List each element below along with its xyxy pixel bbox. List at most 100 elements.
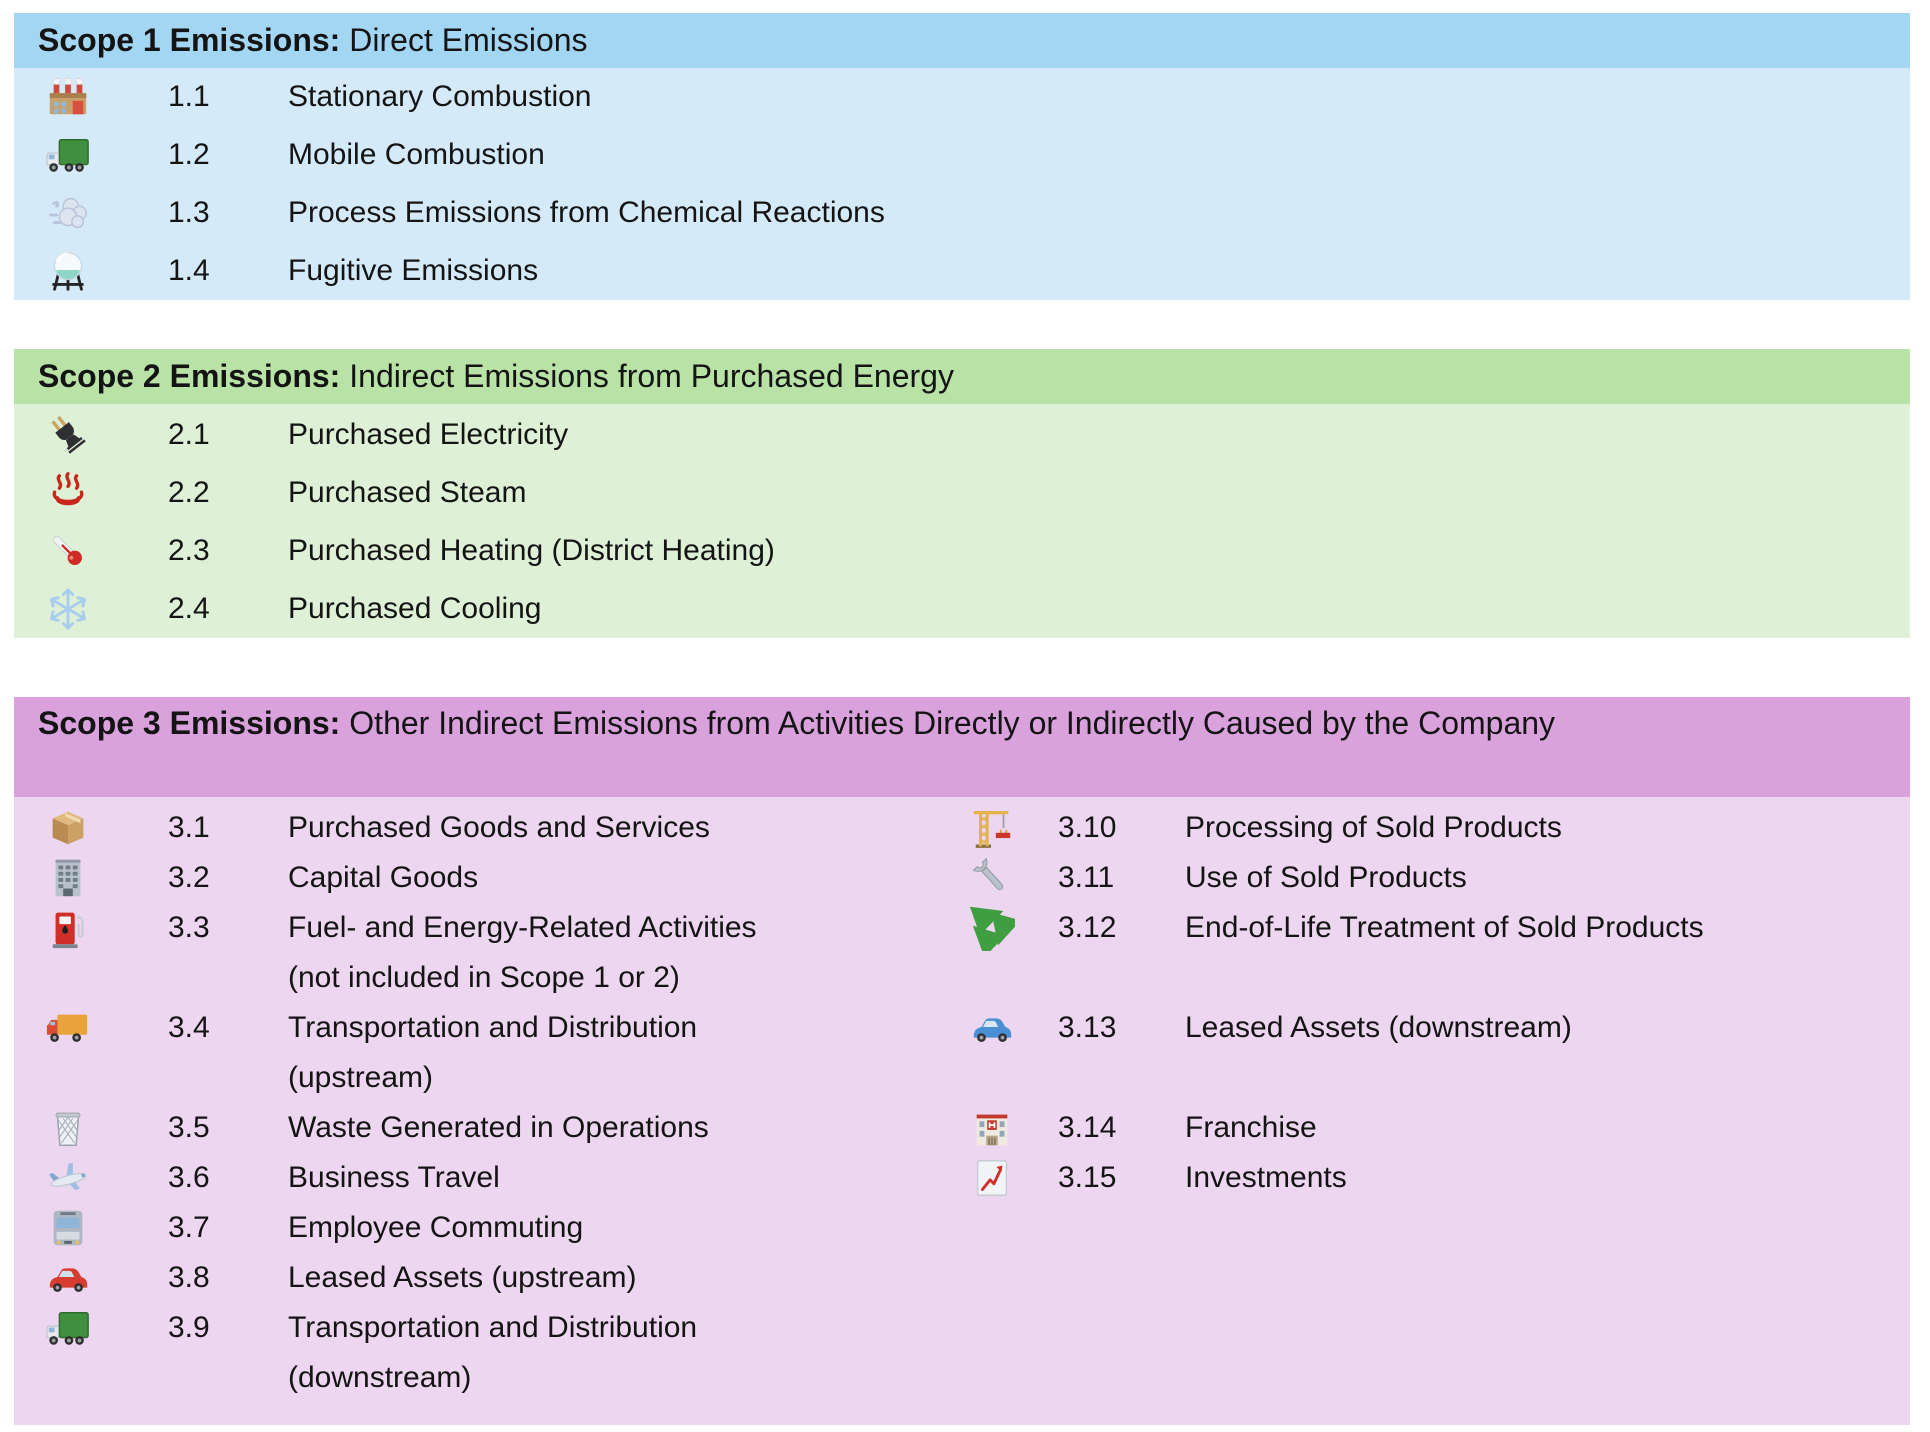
item-number: 3.7	[168, 1211, 210, 1244]
item-number: 1.4	[168, 254, 210, 287]
scope3-title: Scope 3 Emissions:	[38, 705, 341, 741]
item-row: 2.1 Purchased Electricity	[14, 406, 1910, 464]
scope1-panel: Scope 1 Emissions: Direct Emissions 1.1 St…	[14, 13, 1910, 300]
item-label: Purchased Electricity	[288, 418, 569, 451]
item-number: 3.9	[168, 1311, 210, 1344]
item-number: 3.11	[1058, 861, 1115, 894]
item-row: 1.2 Mobile Combustion	[14, 126, 1910, 184]
factory-icon	[14, 68, 122, 126]
hot-springs-icon	[14, 464, 122, 522]
lorry-icon	[14, 1303, 122, 1353]
item-label: Mobile Combustion	[288, 138, 545, 171]
item-row: 3.4 Transportation and Distribution (upstr…	[14, 1003, 1910, 1103]
item-label: Purchased Cooling	[288, 592, 542, 625]
scope1-item-list: 1.1 Stationary Combustion 1.2 Mobile Combus…	[14, 68, 1910, 300]
wrench-icon	[942, 853, 1042, 903]
spacer-cell	[942, 1253, 1042, 1303]
item-number: 2.2	[168, 476, 210, 509]
thermometer-icon	[14, 522, 122, 580]
electric-plug-icon	[14, 406, 122, 464]
item-row: 3.8 Leased Assets (upstream)	[14, 1253, 1910, 1303]
item-row: 3.5 Waste Generated in Operations 3.14 Fran…	[14, 1103, 1910, 1153]
scope3-panel: Scope 3 Emissions: Other Indirect Emissio…	[14, 697, 1910, 1425]
office-building-icon	[14, 853, 122, 903]
scope2-subtitle: Indirect Emissions from Purchased Energy	[349, 358, 954, 394]
item-number: 3.6	[168, 1161, 210, 1194]
item-label: Fuel- and Energy-Related Activities (not …	[288, 911, 757, 994]
airplane-icon	[14, 1153, 122, 1203]
item-number: 3.15	[1058, 1161, 1117, 1194]
gas-tank-icon	[14, 242, 122, 300]
item-label: Transportation and Distribution (upstream…	[288, 1011, 698, 1094]
item-row: 2.3 Purchased Heating (District Heating)	[14, 522, 1910, 580]
scope2-title: Scope 2 Emissions:	[38, 358, 341, 394]
item-label: Leased Assets (downstream)	[1185, 1011, 1572, 1044]
scope3-header: Scope 3 Emissions: Other Indirect Emissio…	[14, 697, 1910, 797]
scope3-item-list: 3.1 Purchased Goods and Services 3.10 Proce…	[14, 797, 1910, 1425]
item-label: Process Emissions from Chemical Reaction…	[288, 196, 885, 229]
item-label: Fugitive Emissions	[288, 254, 539, 287]
item-number: 3.10	[1058, 811, 1117, 844]
item-row: 1.4 Fugitive Emissions	[14, 242, 1910, 300]
item-label: Employee Commuting	[288, 1211, 584, 1244]
item-label: Capital Goods	[288, 861, 479, 894]
spacer-cell	[942, 1303, 1042, 1353]
item-number: 2.3	[168, 534, 210, 567]
package-icon	[14, 803, 122, 853]
item-label: Business Travel	[288, 1161, 500, 1194]
dash-cloud-icon	[14, 184, 122, 242]
item-row: 2.4 Purchased Cooling	[14, 580, 1910, 638]
scope1-title: Scope 1 Emissions:	[38, 22, 341, 58]
item-label: Use of Sold Products	[1185, 861, 1467, 894]
lorry-icon	[14, 126, 122, 184]
item-number: 3.5	[168, 1111, 210, 1144]
item-row: 3.6 Business Travel 3.15 Investments	[14, 1153, 1910, 1203]
item-label: Leased Assets (upstream)	[288, 1261, 637, 1294]
item-label: Stationary Combustion	[288, 80, 592, 113]
scope2-item-list: 2.1 Purchased Electricity 2.2 Purchased Ste…	[14, 404, 1910, 638]
red-car-icon	[14, 1253, 122, 1303]
item-label: Franchise	[1185, 1111, 1317, 1144]
bus-icon	[14, 1203, 122, 1253]
recycling-icon	[942, 903, 1042, 953]
item-label: Waste Generated in Operations	[288, 1111, 709, 1144]
item-number: 3.13	[1058, 1011, 1117, 1044]
item-number: 2.4	[168, 592, 210, 625]
item-number: 3.1	[168, 811, 210, 844]
hotel-icon	[942, 1103, 1042, 1153]
item-number: 3.8	[168, 1261, 210, 1294]
item-number: 1.1	[168, 80, 210, 113]
delivery-truck-icon	[14, 1003, 122, 1053]
item-number: 3.3	[168, 911, 210, 944]
spacer-cell	[942, 1203, 1042, 1253]
item-label: Transportation and Distribution (downstre…	[288, 1311, 698, 1394]
scope3-subtitle: Other Indirect Emissions from Activities…	[349, 705, 1556, 741]
blue-car-icon	[942, 1003, 1042, 1053]
item-label: Purchased Heating (District Heating)	[288, 534, 775, 567]
item-number: 2.1	[168, 418, 210, 451]
item-label: End-of-Life Treatment of Sold Products	[1185, 911, 1704, 944]
chart-increasing-icon	[942, 1153, 1042, 1203]
item-row: 3.9 Transportation and Distribution (downs…	[14, 1303, 1910, 1403]
item-number: 3.12	[1058, 911, 1117, 944]
scope1-header: Scope 1 Emissions: Direct Emissions	[14, 13, 1910, 68]
item-row: 3.3 Fuel- and Energy-Related Activities (n…	[14, 903, 1910, 1003]
item-label: Purchased Goods and Services	[288, 811, 710, 844]
item-row: 1.1 Stationary Combustion	[14, 68, 1910, 126]
item-row: 3.1 Purchased Goods and Services 3.10 Proce…	[14, 803, 1910, 853]
item-number: 3.14	[1058, 1111, 1117, 1144]
item-number: 3.2	[168, 861, 210, 894]
scope2-panel: Scope 2 Emissions: Indirect Emissions fro…	[14, 349, 1910, 638]
item-label: Investments	[1185, 1161, 1347, 1194]
scope1-subtitle: Direct Emissions	[349, 22, 588, 58]
item-label: Purchased Steam	[288, 476, 527, 509]
item-row: 1.3 Process Emissions from Chemical React…	[14, 184, 1910, 242]
item-number: 3.4	[168, 1011, 210, 1044]
item-number: 1.2	[168, 138, 210, 171]
item-row: 2.2 Purchased Steam	[14, 464, 1910, 522]
item-number: 1.3	[168, 196, 210, 229]
item-row: 3.2 Capital Goods 3.11 Use of Sold Products	[14, 853, 1910, 903]
item-label: Processing of Sold Products	[1185, 811, 1562, 844]
scope2-header: Scope 2 Emissions: Indirect Emissions fro…	[14, 349, 1910, 404]
